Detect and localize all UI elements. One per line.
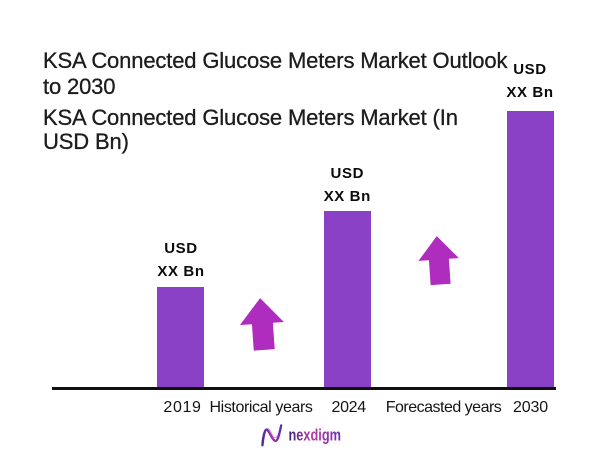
svg-text:nexdigm: nexdigm (289, 427, 342, 445)
